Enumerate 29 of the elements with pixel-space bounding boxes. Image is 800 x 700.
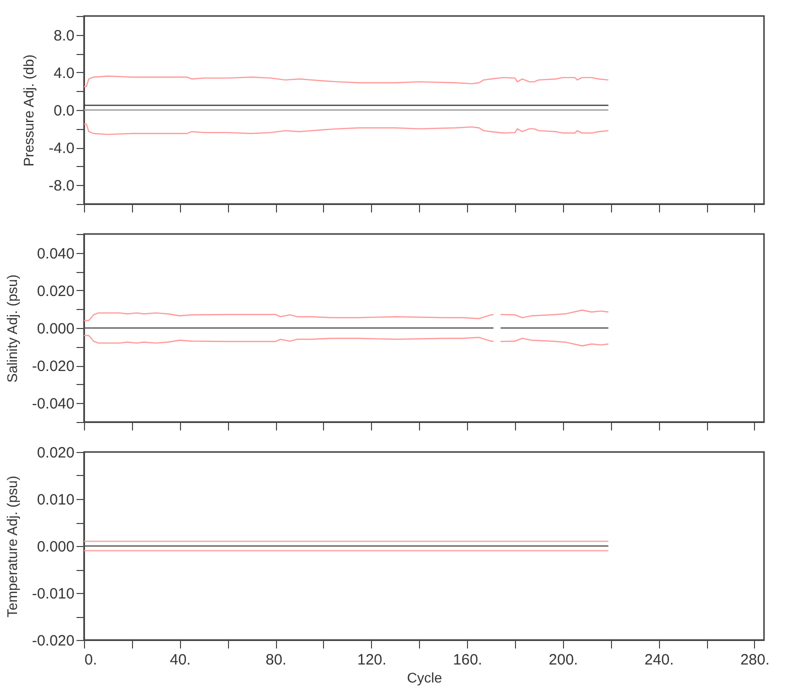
y-tick-label: -8.0 bbox=[48, 178, 74, 195]
y-tick-label: 0.020 bbox=[36, 444, 74, 462]
line-series bbox=[83, 124, 609, 136]
y-tick-label: 0.010 bbox=[36, 492, 74, 508]
x-tick-label: 80. bbox=[266, 652, 286, 668]
x-tick-label: 40. bbox=[170, 652, 191, 668]
x-tick-label: 200. bbox=[548, 652, 578, 668]
y-tick-label: -0.020 bbox=[32, 632, 74, 650]
y-tick-label: 8.0 bbox=[54, 27, 74, 44]
y-tick-label: 0.020 bbox=[36, 282, 74, 300]
x-tick-label: 240. bbox=[644, 652, 674, 668]
y-tick-label: 4.0 bbox=[54, 64, 74, 82]
y-tick-label: -0.020 bbox=[32, 358, 74, 376]
y-axis-title: Pressure Adj. (db) bbox=[20, 54, 37, 167]
y-tick-label: -0.010 bbox=[32, 586, 74, 602]
y-tick-label: 0.040 bbox=[36, 245, 74, 262]
line-series bbox=[83, 76, 609, 88]
y-tick-label: 0.000 bbox=[36, 320, 74, 338]
x-tick-label: 0. bbox=[84, 652, 98, 668]
y-tick-label: -4.0 bbox=[48, 140, 74, 158]
x-tick-label: 120. bbox=[357, 652, 386, 668]
y-axis-title: Salinity Adj. (psu) bbox=[4, 274, 20, 383]
x-tick-label: 280. bbox=[740, 652, 770, 668]
x-tick-label: 160. bbox=[452, 652, 482, 668]
y-tick-label: 0.000 bbox=[36, 538, 74, 556]
y-axis-title: Temperature Adj. (psu) bbox=[4, 476, 20, 618]
x-axis-title: Cycle bbox=[406, 670, 442, 686]
y-tick-label: -0.040 bbox=[32, 396, 74, 413]
y-tick-label: 0.0 bbox=[54, 102, 74, 120]
